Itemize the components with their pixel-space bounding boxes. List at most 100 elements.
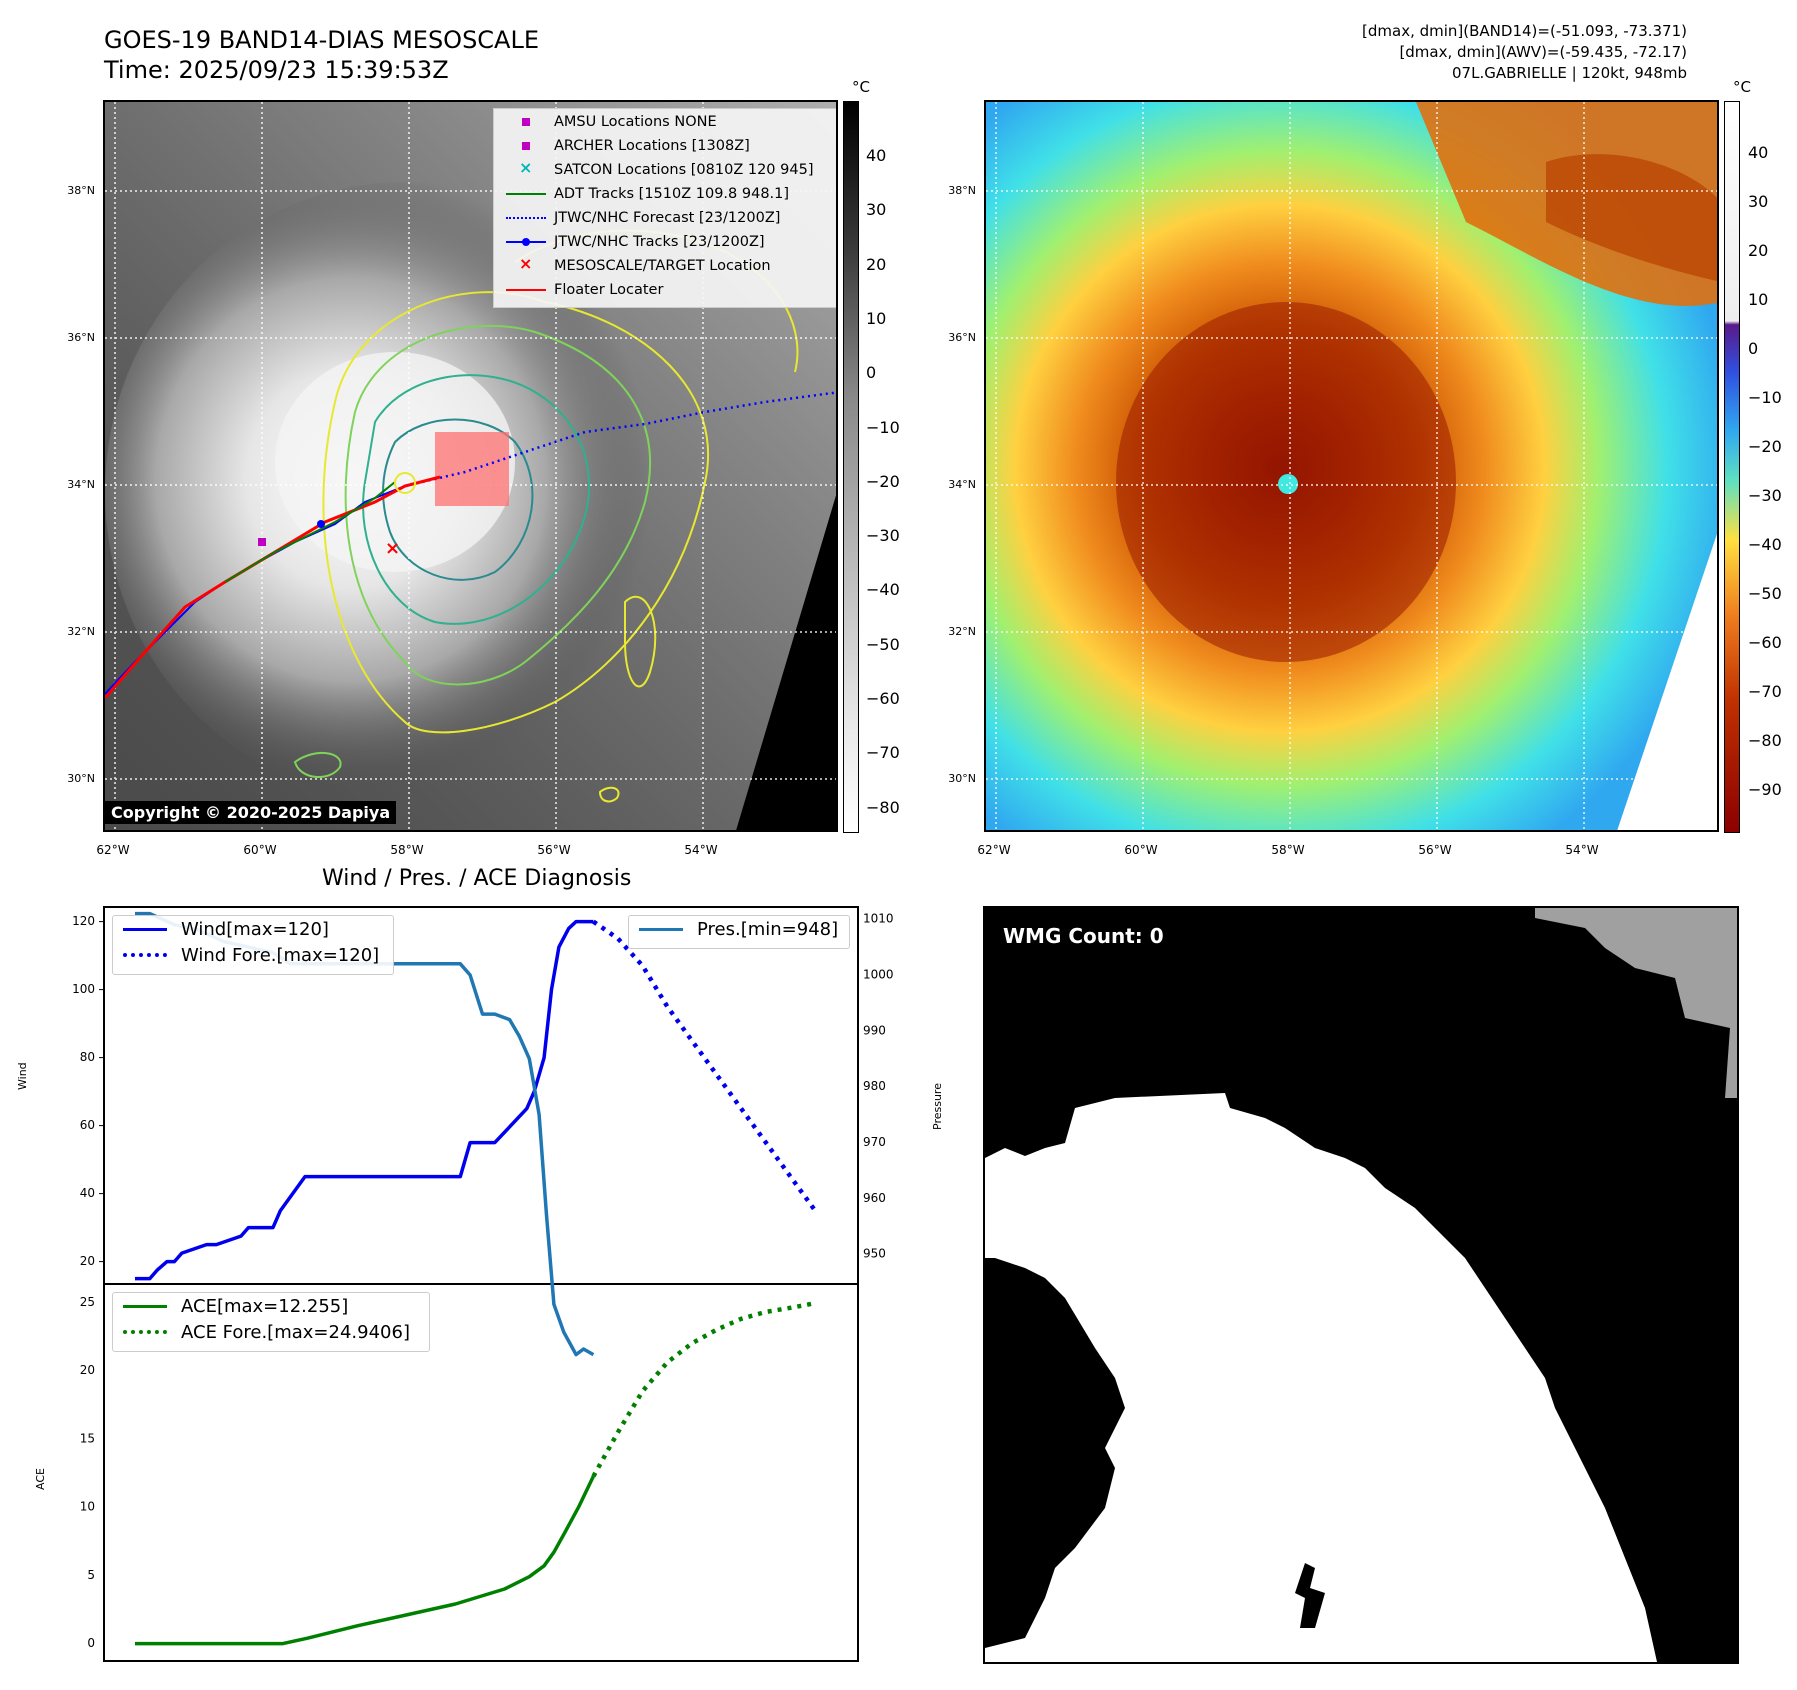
dotted-line-icon: [123, 953, 167, 957]
pressure-legend: Pres.[min=948]: [628, 915, 850, 949]
longitude-label: 60°W: [243, 843, 277, 857]
left-colorbar: [843, 101, 859, 833]
line-icon: [639, 928, 683, 931]
legend-item-archer: ARCHER Locations [1308Z]: [504, 136, 750, 156]
wind-legend: Wind[max=120] Wind Fore.[max=120]: [112, 915, 394, 975]
colorbar-tick-label: −40: [1748, 535, 1782, 554]
left-colorbar-unit: °C: [852, 78, 870, 96]
main-title: GOES-19 BAND14-DIAS MESOSCALE: [104, 26, 540, 54]
axis-tick-label: 60: [80, 1118, 95, 1132]
latitude-label: 36°N: [948, 331, 976, 344]
colorbar-tick-label: −30: [1748, 486, 1782, 505]
right-colorbar: [1724, 101, 1740, 833]
axis-tick-label: 20: [80, 1363, 95, 1377]
diagnosis-title: Wind / Pres. / ACE Diagnosis: [322, 866, 632, 891]
latitude-label: 38°N: [948, 184, 976, 197]
info-awv: [dmax, dmin](AWV)=(-59.435, -72.17): [1399, 43, 1687, 61]
axis-tick-label: 990: [863, 1023, 886, 1037]
colorbar-tick-label: 30: [1748, 192, 1769, 211]
latitude-label: 32°N: [67, 625, 95, 638]
pressure-series-line: [135, 911, 595, 1357]
pressure-axis-label: Pressure: [931, 1083, 944, 1130]
longitude-label: 54°W: [684, 843, 718, 857]
axis-tick-label: 1010: [863, 912, 894, 926]
colorbar-tick-label: −50: [866, 634, 900, 654]
info-storm: 07L.GABRIELLE | 120kt, 948mb: [1452, 64, 1687, 82]
line-icon: [506, 193, 546, 195]
latitude-label: 34°N: [67, 478, 95, 491]
axis-tick-label: 100: [72, 982, 95, 996]
copyright-label: Copyright © 2020-2025 Dapiya: [105, 801, 397, 824]
ace-frame: [103, 1283, 859, 1662]
colorbar-tick-label: 0: [1748, 339, 1759, 358]
longitude-label: 58°W: [1271, 843, 1305, 857]
colorbar-tick-label: −70: [1748, 682, 1782, 701]
latitude-label: 36°N: [67, 331, 95, 344]
longitude-label: 62°W: [96, 843, 130, 857]
colorbar-tick-label: 10: [1748, 290, 1769, 309]
right-colorbar-unit: °C: [1733, 78, 1751, 96]
x-marker-icon: ×: [519, 158, 533, 177]
line-icon: [123, 928, 167, 931]
colorbar-tick-label: −60: [866, 689, 900, 708]
colorbar-tick-label: 40: [866, 146, 887, 165]
axis-tick-label: 0: [87, 1636, 95, 1650]
ir-grayscale-map: × AMSU Locations NONE ARCHER Locations […: [103, 100, 838, 832]
colorbar-tick-label: −90: [1748, 780, 1782, 799]
x-marker-icon: ×: [519, 254, 533, 273]
colorbar-tick-label: −40: [866, 580, 900, 600]
legend-item-forecast: JTWC/NHC Forecast [23/1200Z]: [504, 208, 780, 228]
colorbar-tick-label: −80: [1748, 731, 1782, 750]
colorbar-tick-label: −30: [866, 526, 900, 546]
axis-tick-label: 20: [80, 1254, 95, 1268]
svg-text:×: ×: [385, 538, 400, 559]
axis-tick-label: 5: [87, 1568, 95, 1582]
dot-icon: [522, 238, 530, 246]
colorbar-tick-label: 0: [866, 363, 877, 383]
axis-tick-label: 25: [80, 1295, 95, 1309]
dotted-line-icon: [506, 217, 546, 219]
legend-wind: Wind[max=120]: [113, 916, 393, 942]
ace-axis-label: ACE: [34, 1468, 47, 1490]
dotted-line-icon: [123, 1330, 167, 1334]
colorbar-tick-label: 20: [1748, 241, 1769, 260]
colorbar-tick-label: 30: [866, 200, 887, 220]
longitude-label: 54°W: [1565, 843, 1599, 857]
ace-series-forecast-line: [591, 1300, 816, 1478]
latitude-label: 30°N: [948, 772, 976, 785]
legend-item-tracks: JTWC/NHC Tracks [23/1200Z]: [504, 232, 765, 252]
line-icon: [506, 289, 546, 291]
wind-series-forecast-line: [592, 919, 817, 1212]
axis-tick-label: 40: [80, 1186, 95, 1200]
colorbar-tick-label: 40: [1748, 143, 1769, 162]
legend-item-target: × MESOSCALE/TARGET Location: [519, 254, 771, 274]
latitude-label: 32°N: [948, 625, 976, 638]
colorbar-tick-label: −10: [866, 417, 900, 437]
map-legend: AMSU Locations NONE ARCHER Locations [13…: [493, 108, 836, 308]
colorbar-tick-label: −20: [866, 471, 900, 491]
wmg-mask-image: [985, 908, 1737, 1662]
latitude-label: 34°N: [948, 478, 976, 491]
longitude-label: 58°W: [390, 843, 424, 857]
axis-tick-label: 950: [863, 1247, 886, 1261]
ace-legend: ACE[max=12.255] ACE Fore.[max=24.9406]: [112, 1292, 430, 1352]
legend-item-amsu: AMSU Locations NONE: [504, 112, 717, 132]
axis-tick-label: 980: [863, 1079, 886, 1093]
longitude-label: 60°W: [1124, 843, 1158, 857]
colorbar-tick-label: −60: [1748, 633, 1782, 652]
longitude-label: 56°W: [537, 843, 571, 857]
axis-tick-label: 80: [80, 1050, 95, 1064]
ace-series-line: [135, 1475, 595, 1646]
axis-tick-label: 120: [72, 914, 95, 928]
square-icon: [522, 142, 530, 150]
colorbar-tick-label: −80: [866, 797, 900, 817]
legend-item-satcon: × SATCON Locations [0810Z 120 945]: [519, 158, 814, 178]
colorbar-tick-label: −10: [1748, 388, 1782, 407]
diagnosis-chart: 1201008060402010101000990980970960950252…: [72, 906, 894, 1662]
latitude-label: 38°N: [67, 184, 95, 197]
colorbar-tick-label: −70: [866, 743, 900, 763]
axis-tick-label: 970: [863, 1135, 886, 1149]
axis-tick-label: 960: [863, 1191, 886, 1205]
wmg-panel: WMG Count: 0: [983, 906, 1739, 1664]
ir-color-map: [984, 100, 1719, 832]
